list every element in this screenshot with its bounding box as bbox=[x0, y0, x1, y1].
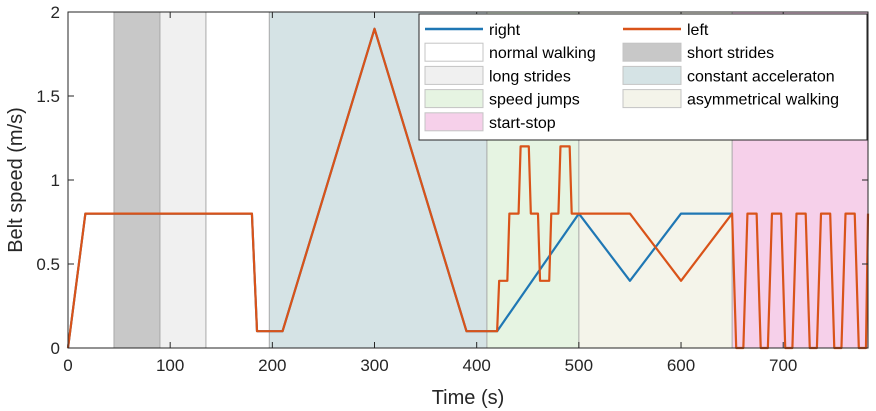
legend-swatch-speed-jumps bbox=[424, 89, 484, 109]
x-tick-label: 600 bbox=[667, 356, 695, 375]
legend: right left normal walking short strides long… bbox=[418, 13, 868, 141]
x-tick-label: 0 bbox=[63, 356, 72, 375]
legend-swatch-normal-walking bbox=[424, 42, 484, 62]
legend-label-short-strides: short strides bbox=[687, 45, 774, 62]
legend-swatch-constant-acceleraton bbox=[622, 65, 682, 85]
legend-swatch-long-strides bbox=[424, 65, 484, 85]
phase-band-short-strides-1 bbox=[113, 12, 160, 348]
x-tick-label: 100 bbox=[156, 356, 184, 375]
x-tick-label: 200 bbox=[258, 356, 286, 375]
legend-label-right: right bbox=[489, 22, 521, 39]
phase-bands bbox=[68, 12, 868, 348]
series-lines bbox=[66, 27, 870, 350]
x-tick-label: 300 bbox=[360, 356, 388, 375]
y-tick-label: 2 bbox=[51, 3, 60, 22]
y-axis-label: Belt speed (m/s) bbox=[5, 107, 27, 253]
series-line-left bbox=[66, 27, 870, 350]
legend-label-normal-walking: normal walking bbox=[489, 45, 596, 62]
y-tick-label: 0.5 bbox=[36, 255, 60, 274]
x-tick-label: 500 bbox=[565, 356, 593, 375]
phase-band-normal-walking-2 bbox=[205, 12, 270, 348]
y-tick-label: 1.5 bbox=[36, 87, 60, 106]
legend-swatch-start-stop bbox=[424, 112, 484, 132]
x-axis-label: Time (s) bbox=[432, 387, 505, 409]
legend-swatch-short-strides bbox=[622, 42, 682, 62]
phase-band-long-strides-1 bbox=[159, 12, 206, 348]
axes: 0 100 200 300 400 500 600 700 0 0.5 1 1.5 2 bbox=[36, 3, 869, 375]
legend-label-constant-acceleraton: constant acceleraton bbox=[687, 68, 835, 85]
y-tick-label: 1 bbox=[51, 171, 60, 190]
legend-label-left: left bbox=[687, 22, 709, 39]
y-tick-label: 0 bbox=[51, 339, 60, 358]
legend-label-speed-jumps: speed jumps bbox=[489, 92, 580, 109]
legend-label-long-strides: long strides bbox=[489, 68, 571, 85]
legend-label-asymmetrical-walking: asymmetrical walking bbox=[687, 92, 839, 109]
x-tick-label: 700 bbox=[769, 356, 797, 375]
x-tick-label: 400 bbox=[462, 356, 490, 375]
legend-label-start-stop: start-stop bbox=[489, 115, 556, 132]
legend-swatch-asymmetrical-walking bbox=[622, 89, 682, 109]
